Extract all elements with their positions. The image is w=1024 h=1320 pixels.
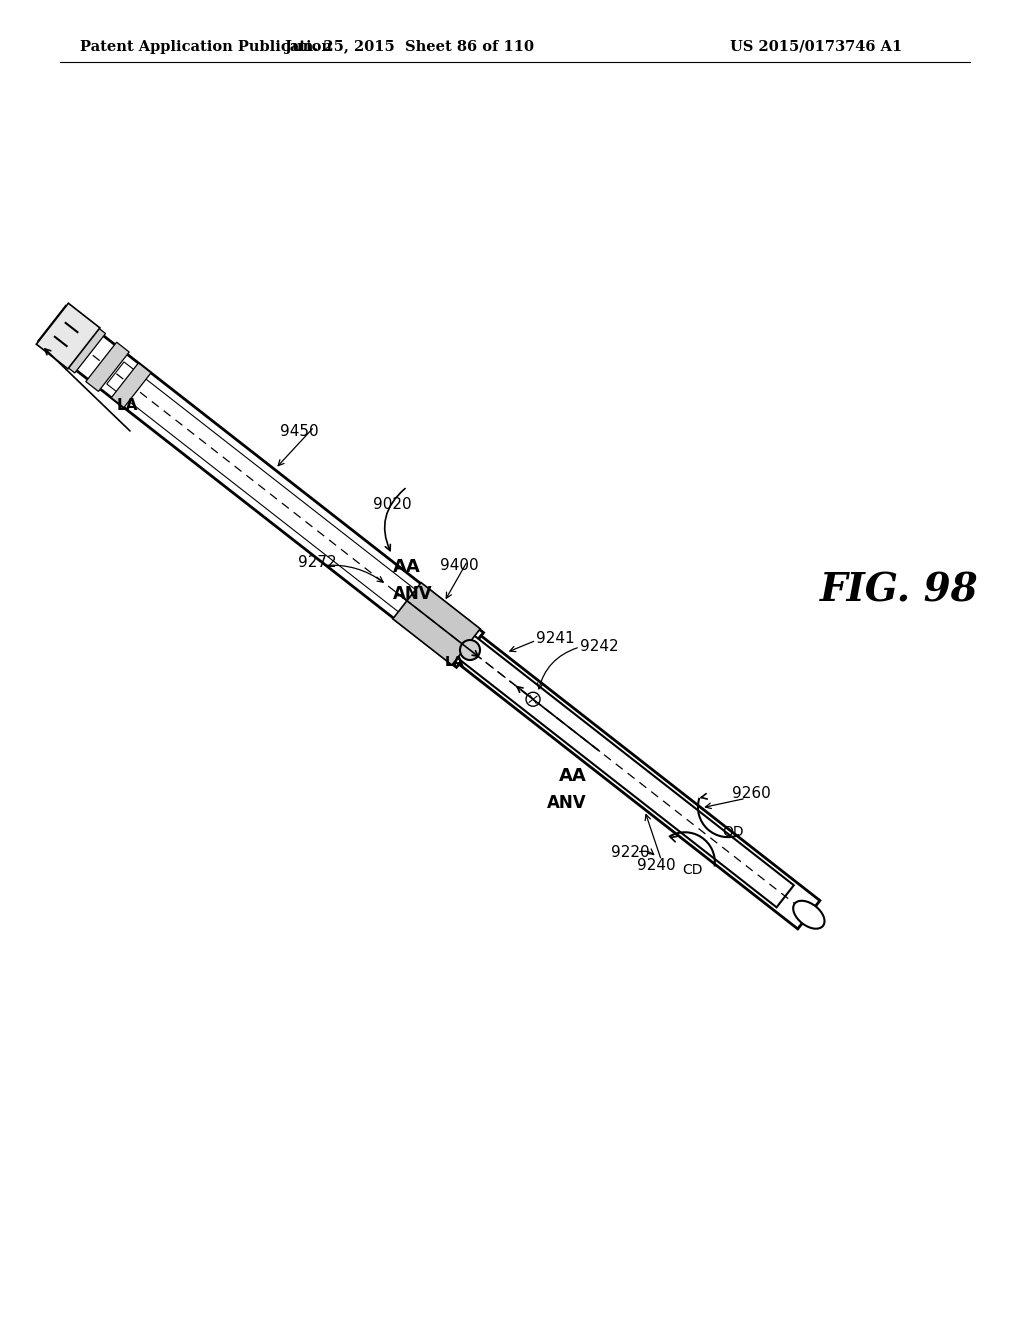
Polygon shape [62,323,105,374]
Text: Patent Application Publication: Patent Application Publication [80,40,332,54]
Text: AA: AA [559,767,587,785]
Text: Jun. 25, 2015  Sheet 86 of 110: Jun. 25, 2015 Sheet 86 of 110 [286,40,535,54]
Text: 9400: 9400 [440,558,479,573]
Text: 9450: 9450 [280,424,318,440]
Text: 9260: 9260 [731,785,770,801]
Text: CD: CD [683,863,703,878]
Ellipse shape [794,900,824,929]
Text: 9020: 9020 [373,498,412,512]
Polygon shape [459,636,820,929]
Text: FIG. 98: FIG. 98 [820,572,979,609]
Polygon shape [36,304,100,368]
Text: ANV: ANV [547,793,587,812]
Polygon shape [106,362,471,655]
Text: LA: LA [117,397,137,413]
Text: 9240: 9240 [637,858,676,873]
Text: 9241: 9241 [537,631,574,645]
Text: US 2015/0173746 A1: US 2015/0173746 A1 [730,40,902,54]
Polygon shape [112,363,151,408]
Text: 9242: 9242 [580,639,618,655]
Text: OD: OD [722,825,743,840]
Text: 9220: 9220 [610,845,649,859]
Text: ANV: ANV [393,585,433,603]
Polygon shape [86,342,129,392]
Polygon shape [393,582,480,665]
Text: 9272: 9272 [298,556,336,570]
Circle shape [526,692,540,706]
Text: AA: AA [393,558,421,577]
Circle shape [460,640,480,660]
Polygon shape [39,306,483,668]
Text: LA: LA [444,655,465,669]
Polygon shape [445,627,794,907]
